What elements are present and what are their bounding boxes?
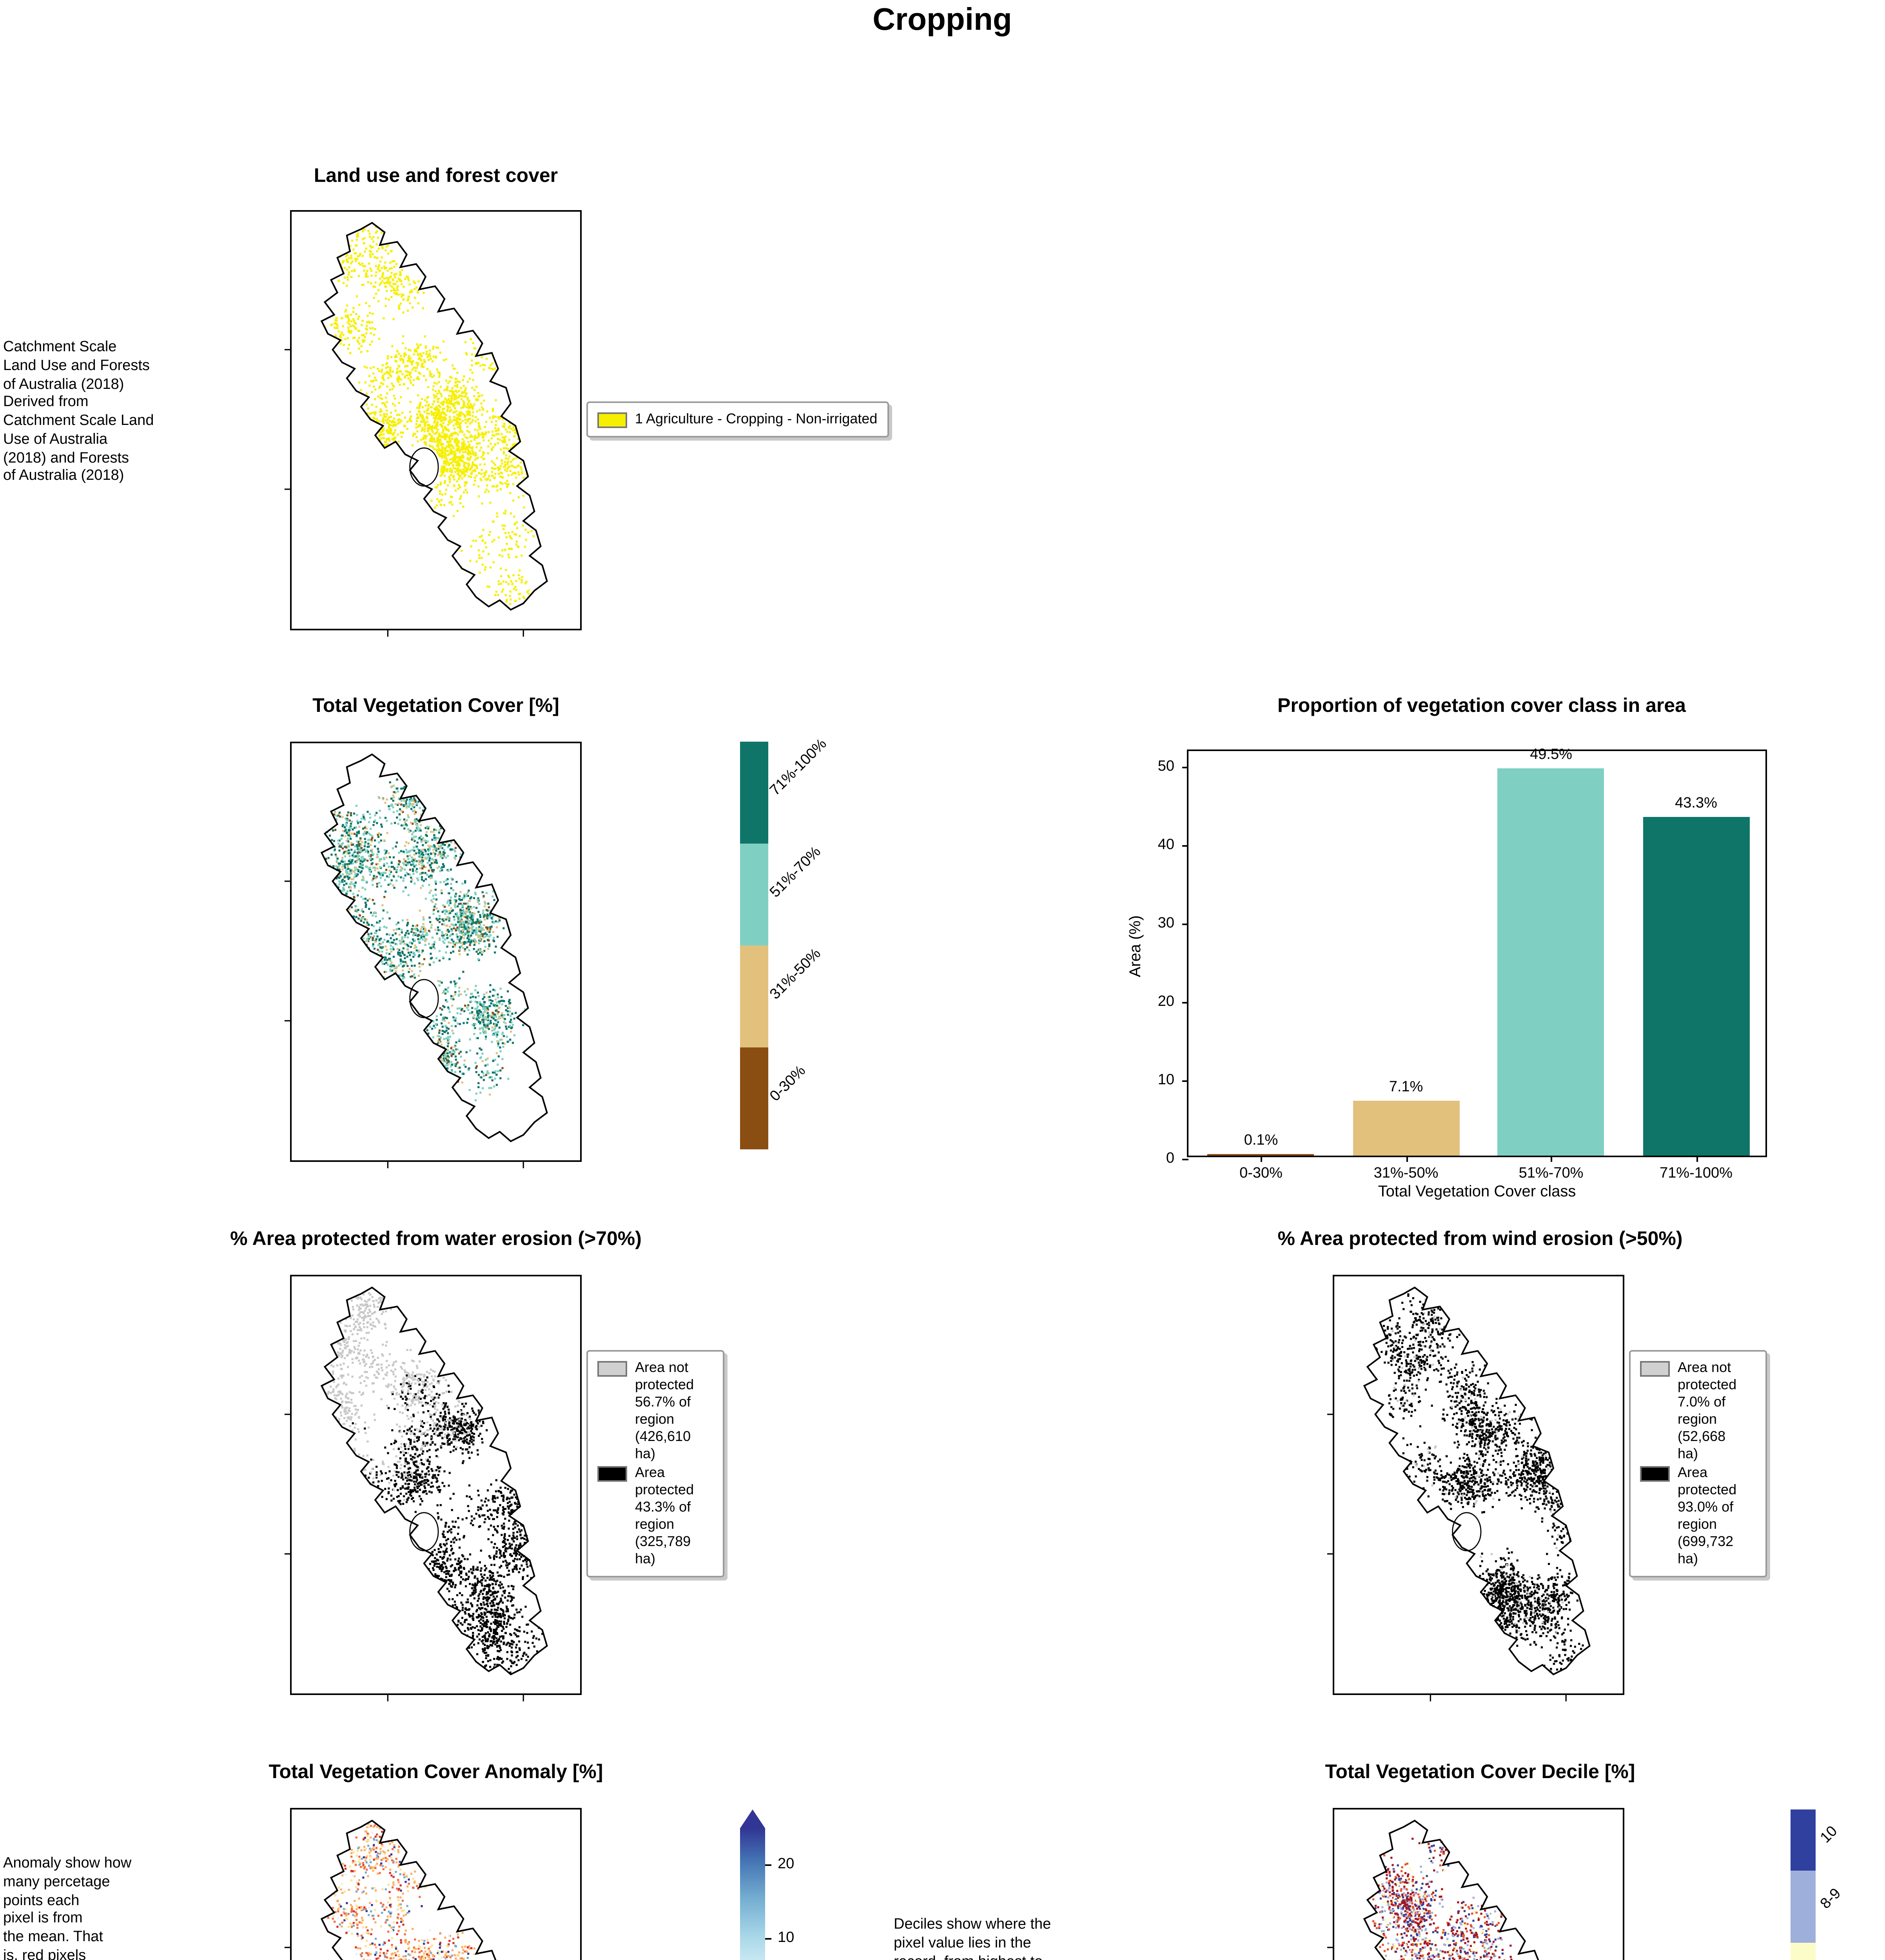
x-tick-label: 71%-100% — [1660, 1165, 1733, 1182]
y-tick-label: 30 — [1157, 915, 1174, 932]
y-tick-mark — [1182, 924, 1188, 925]
bar — [1497, 768, 1605, 1156]
tvc-colorbar: 71%-100% 51%-70% 31%-50% 0-30% — [740, 735, 831, 1149]
anomaly-map — [284, 1808, 582, 1960]
colorbar-tick — [765, 1938, 771, 1940]
landuse-note: Catchment Scale Land Use and Forests of … — [3, 339, 154, 485]
legend-item: 1 Agriculture - Cropping - Non-irrigated — [597, 411, 877, 428]
bar-value-label: 43.3% — [1675, 794, 1717, 811]
legend-swatch — [1640, 1466, 1670, 1482]
landuse-map — [284, 210, 582, 637]
y-tick-mark — [1182, 767, 1188, 768]
colorbar-tick-label: 10 — [778, 1929, 795, 1947]
legend-label: 1 Agriculture - Cropping - Non-irrigated — [635, 411, 878, 426]
colorbar-label: 51%-70% — [767, 842, 825, 901]
x-tick-mark — [1261, 1156, 1263, 1162]
bar-value-label: 49.5% — [1530, 746, 1572, 763]
y-tick-mark — [1182, 1002, 1188, 1004]
legend-item: Area not protected 56.7% of region (426,… — [597, 1359, 713, 1463]
y-tick-label: 20 — [1157, 993, 1174, 1011]
legend-label: Area not protected 7.0% of region (52,66… — [1678, 1359, 1737, 1461]
water-map — [284, 1275, 582, 1702]
colorbar-label: 71%-100% — [767, 735, 831, 799]
y-tick-mark — [1182, 1159, 1188, 1160]
page-title: Cropping — [873, 3, 1012, 38]
wind-title: % Area protected from wind erosion (>50%… — [1277, 1228, 1683, 1250]
colorbar-segment — [740, 946, 768, 1047]
y-tick-mark — [1182, 1080, 1188, 1082]
legend-label: Area protected 93.0% of region (699,732 … — [1678, 1464, 1737, 1566]
y-tick-label: 40 — [1157, 837, 1174, 854]
y-tick-label: 0 — [1166, 1150, 1174, 1167]
bar — [1207, 1154, 1315, 1156]
legend-swatch — [1640, 1361, 1670, 1377]
wind-legend: Area not protected 7.0% of region (52,66… — [1629, 1350, 1767, 1577]
x-tick-mark — [1406, 1156, 1408, 1162]
tvc-title: Total Vegetation Cover [%] — [312, 695, 559, 717]
colorbar-tick-label: 20 — [778, 1856, 795, 1874]
legend-swatch — [597, 412, 627, 428]
x-tick-mark — [1696, 1156, 1698, 1162]
proportion-chart: 0.1% 0-30% 7.1% 31%-50% 49.5% 51%-70% 43.3% 71%… — [1158, 746, 1767, 1182]
colorbar-segment — [1791, 1809, 1816, 1871]
colorbar-label: 0-30% — [767, 1062, 810, 1105]
decile-title: Total Vegetation Cover Decile [%] — [1325, 1761, 1635, 1783]
x-tick-mark — [1551, 1156, 1553, 1162]
water-title: % Area protected from water erosion (>70… — [230, 1228, 642, 1250]
bar — [1352, 1100, 1460, 1156]
legend-label: Area protected 43.3% of region (325,789 … — [635, 1464, 694, 1566]
proportion-ylabel: Area (%) — [1127, 915, 1145, 977]
decile-colorbar: 108-94-72-31 — [1791, 1809, 1845, 1960]
tvc-map — [284, 742, 582, 1169]
colorbar-segment — [740, 844, 768, 946]
x-tick-label: 51%-70% — [1519, 1165, 1584, 1182]
anomaly-note: Anomaly show how many percetage points e… — [3, 1855, 132, 1960]
anomaly-colorbar: 20100−10−20 — [740, 1809, 794, 1960]
bar — [1642, 816, 1750, 1156]
decile-map — [1327, 1808, 1624, 1960]
proportion-title: Proportion of vegetation cover class in … — [1277, 695, 1686, 717]
bar-value-label: 0.1% — [1244, 1132, 1278, 1150]
landuse-title: Land use and forest cover — [314, 165, 558, 187]
x-tick-label: 0-30% — [1239, 1165, 1283, 1182]
water-legend: Area not protected 56.7% of region (426,… — [586, 1350, 724, 1577]
colorbar-gradient — [740, 1828, 765, 1960]
decile-note: Deciles show where the pixel value lies … — [894, 1916, 1051, 1960]
legend-item: Area protected 93.0% of region (699,732 … — [1640, 1464, 1756, 1567]
colorbar-segment — [1791, 1943, 1816, 1960]
colorbar-segment — [1791, 1871, 1816, 1943]
colorbar-segment — [740, 1047, 768, 1149]
colorbar-tick — [765, 1865, 771, 1867]
colorbar-segment — [740, 742, 768, 844]
legend-swatch — [597, 1361, 627, 1377]
colorbar-label: 31%-50% — [767, 944, 825, 1003]
colorbar-label: 10 — [1817, 1822, 1841, 1846]
x-tick-label: 31%-50% — [1373, 1165, 1439, 1182]
anomaly-title: Total Vegetation Cover Anomaly [%] — [269, 1761, 603, 1783]
y-tick-mark — [1182, 845, 1188, 847]
legend-label: Area not protected 56.7% of region (426,… — [635, 1359, 694, 1461]
landuse-legend: 1 Agriculture - Cropping - Non-irrigated — [586, 401, 889, 437]
legend-item: Area protected 43.3% of region (325,789 … — [597, 1464, 713, 1567]
y-tick-label: 50 — [1157, 758, 1174, 775]
legend-swatch — [597, 1466, 627, 1482]
wind-map — [1327, 1275, 1624, 1702]
legend-item: Area not protected 7.0% of region (52,66… — [1640, 1359, 1756, 1463]
y-tick-label: 10 — [1157, 1072, 1174, 1089]
colorbar-cap-top — [740, 1809, 765, 1828]
colorbar-label: 8-9 — [1817, 1885, 1845, 1913]
proportion-xlabel: Total Vegetation Cover class — [1378, 1184, 1576, 1201]
bar-value-label: 7.1% — [1389, 1078, 1423, 1095]
